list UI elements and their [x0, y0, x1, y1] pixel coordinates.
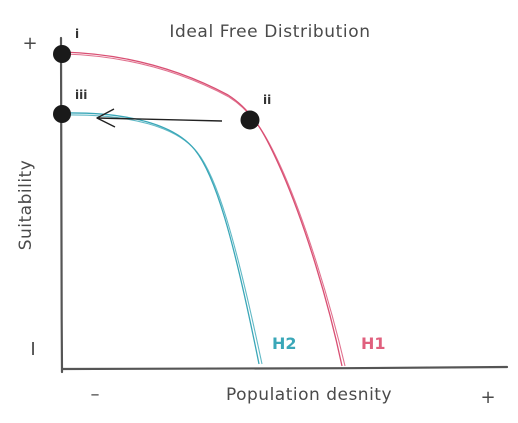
point-i	[53, 45, 71, 63]
point-label-iii: iii	[75, 88, 87, 102]
point-ii	[241, 111, 260, 130]
curve-label-h1: H1	[361, 334, 386, 353]
x-tick-low: –	[91, 384, 100, 405]
y-axis-label: Suitability	[16, 160, 36, 251]
diagram-title: Ideal Free Distribution	[169, 22, 370, 42]
x-tick-high: +	[480, 387, 495, 408]
curve-h1	[63, 52, 345, 366]
point-iii	[53, 105, 71, 123]
y-axis	[61, 38, 62, 372]
shift-arrow	[97, 109, 222, 127]
curve-label-h2: H2	[272, 334, 297, 353]
curve-h2	[64, 113, 262, 364]
y-tick-low: I	[30, 339, 35, 360]
point-label-ii: ii	[263, 93, 271, 107]
x-axis-label: Population desnity	[226, 385, 392, 405]
point-label-i: i	[75, 27, 79, 41]
y-tick-high: +	[22, 33, 37, 54]
axes	[61, 38, 507, 372]
x-axis	[62, 367, 507, 369]
